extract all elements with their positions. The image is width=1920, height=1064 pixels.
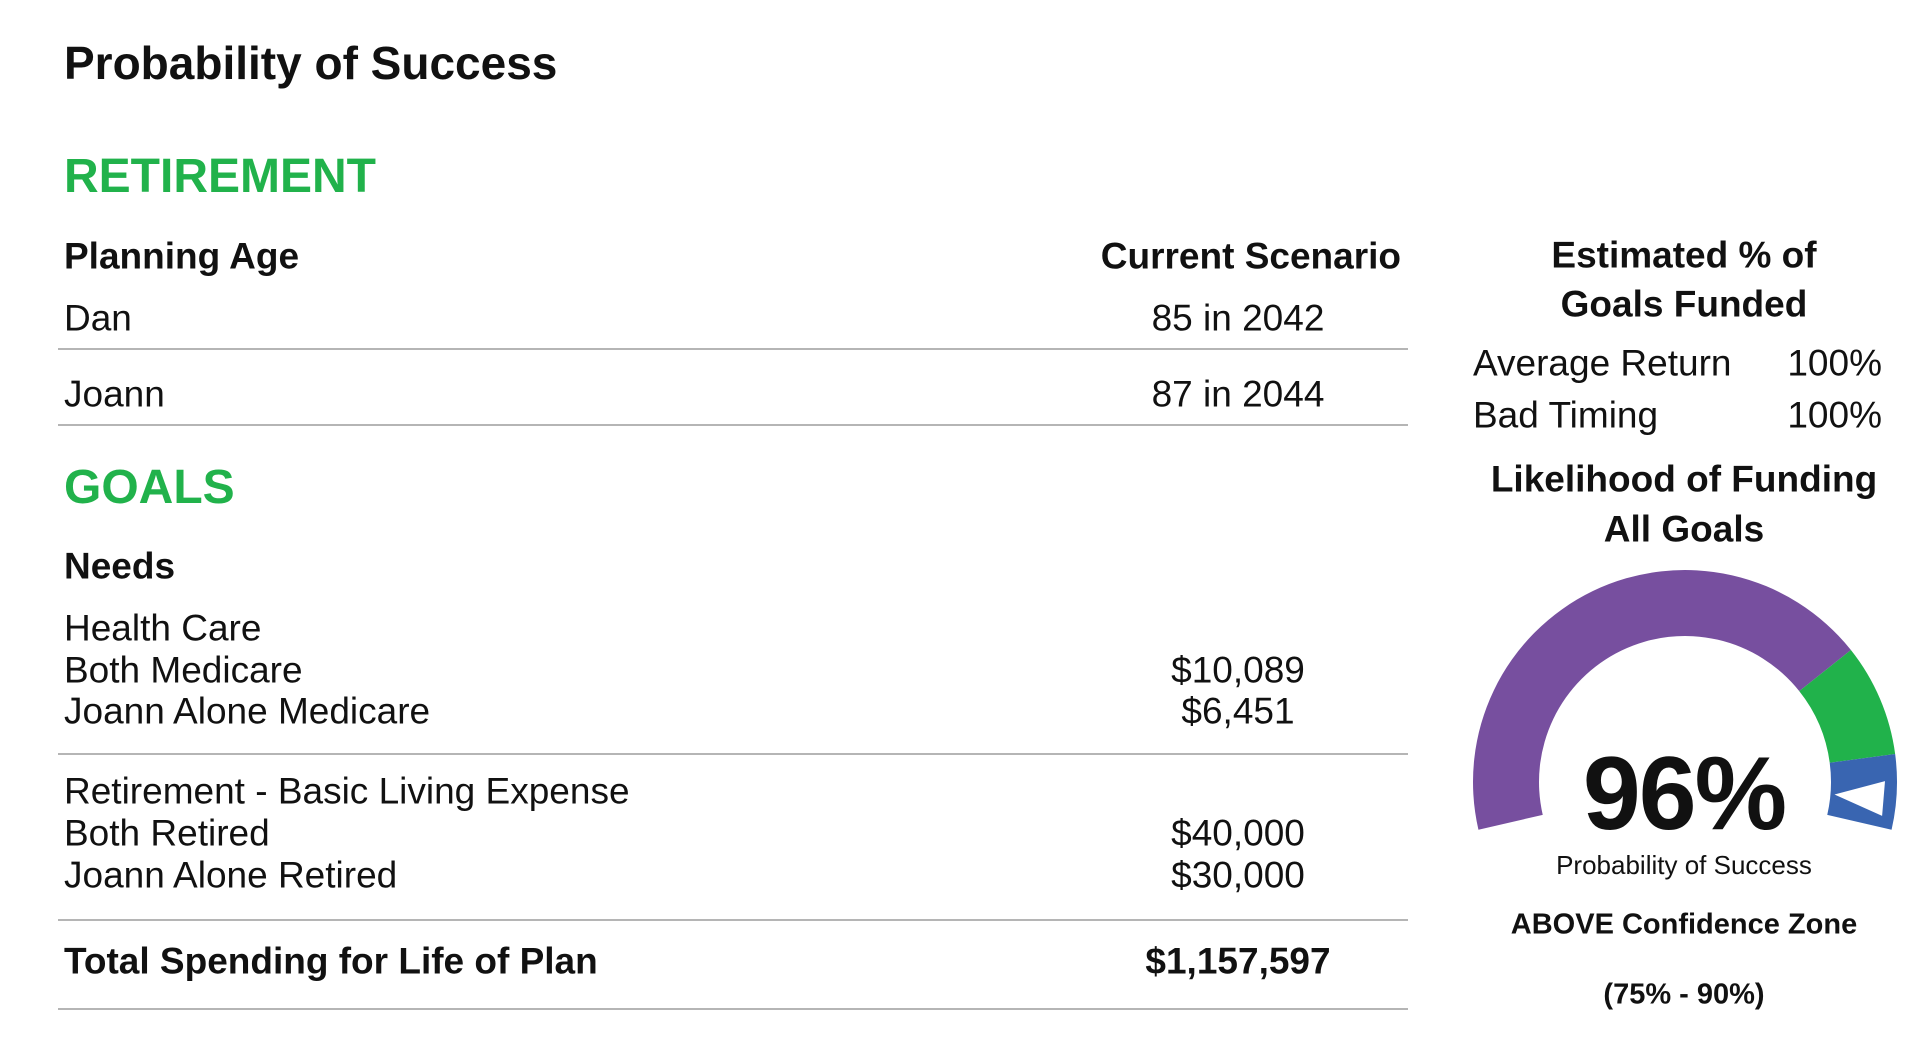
needs-label: Needs [64,545,176,587]
goal-item-value: $6,451 [1181,690,1295,732]
divider [58,919,1408,921]
goals-heading: GOALS [64,461,235,514]
goal-item-value: $30,000 [1171,854,1305,896]
goal-item-name: Both Medicare [64,649,303,691]
planning-age-value: 85 in 2042 [1151,297,1325,339]
funded-row-value: 100% [1787,342,1882,384]
goal-item-value: $40,000 [1171,812,1305,854]
divider [58,1008,1408,1010]
likelihood-heading-2: All Goals [1603,508,1765,550]
goal-group-title: Retirement - Basic Living Expense [64,770,630,812]
total-spending-value: $1,157,597 [1145,940,1331,982]
goal-group-title: Health Care [64,607,262,649]
goal-item-name: Joann Alone Retired [64,854,398,896]
divider [58,348,1408,350]
planning-age-label: Planning Age [64,235,300,277]
goal-item-name: Joann Alone Medicare [64,690,431,732]
divider [58,424,1408,426]
confidence-zone-range: (75% - 90%) [1603,978,1765,1011]
gauge-pointer-icon [1834,781,1885,816]
current-scenario-label: Current Scenario [1100,235,1401,277]
probability-percent: 96% [1582,736,1787,852]
divider [58,753,1408,755]
funded-row-name: Bad Timing [1473,394,1659,436]
funded-heading-1: Estimated % of [1551,234,1817,276]
planning-age-value: 87 in 2044 [1151,373,1325,415]
gauge-segment-below [1473,570,1851,830]
gauge-segment-confidence [1799,650,1896,763]
page-title: Probability of Success [64,37,558,89]
likelihood-heading-1: Likelihood of Funding [1490,458,1878,500]
probability-caption: Probability of Success [1556,850,1812,880]
goal-item-value: $10,089 [1171,649,1305,691]
funded-row-name: Average Return [1473,342,1732,384]
confidence-zone-label: ABOVE Confidence Zone [1510,908,1858,941]
funded-heading-2: Goals Funded [1560,283,1808,325]
retirement-heading: RETIREMENT [64,150,376,203]
person-name: Joann [64,373,165,415]
funded-row-value: 100% [1787,394,1882,436]
person-name: Dan [64,297,132,339]
total-spending-label: Total Spending for Life of Plan [64,940,598,982]
goal-item-name: Both Retired [64,812,270,854]
